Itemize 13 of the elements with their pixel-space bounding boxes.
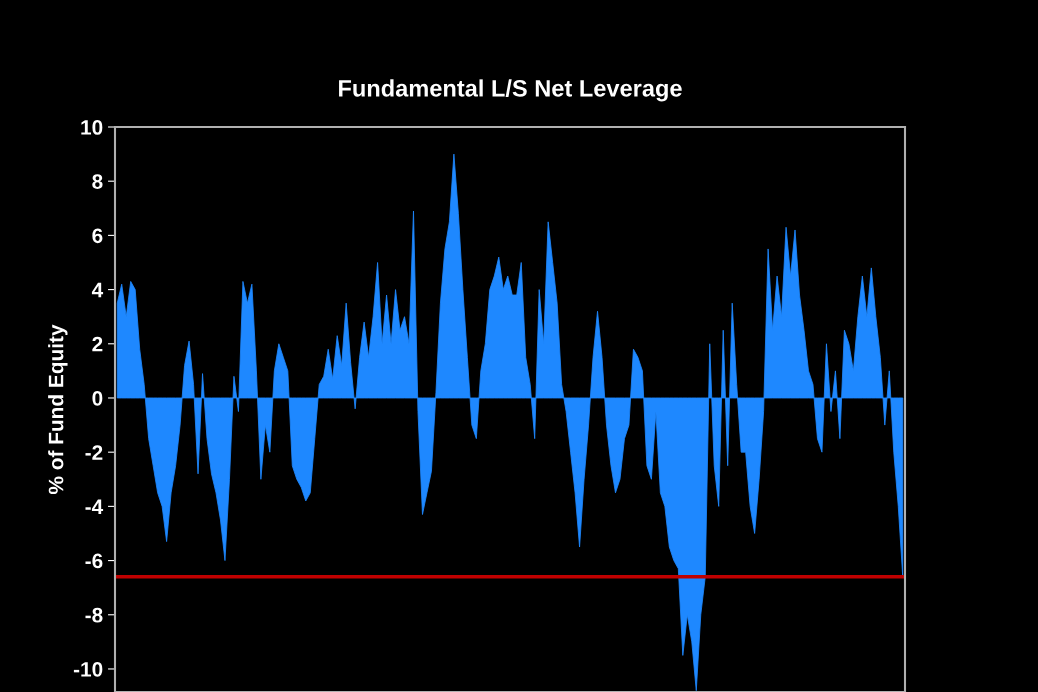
y-tick-label: -10 bbox=[73, 661, 103, 677]
y-tick-label: 0 bbox=[92, 390, 103, 406]
y-tick-label: -6 bbox=[85, 553, 103, 569]
y-tick-label: -2 bbox=[85, 445, 103, 460]
y-tick-label: 4 bbox=[91, 282, 104, 298]
y-tick-label: 6 bbox=[92, 228, 103, 244]
y-tick-label: 10 bbox=[81, 120, 103, 135]
y-tick-label: 2 bbox=[92, 336, 103, 352]
chart-title: Fundamental L/S Net Leverage bbox=[339, 79, 682, 102]
y-tick-label: -8 bbox=[85, 607, 103, 623]
y-tick-label: 8 bbox=[92, 174, 103, 189]
y-axis-title: % of Fund Equity bbox=[48, 324, 68, 495]
y-tick-label: -4 bbox=[85, 499, 104, 514]
